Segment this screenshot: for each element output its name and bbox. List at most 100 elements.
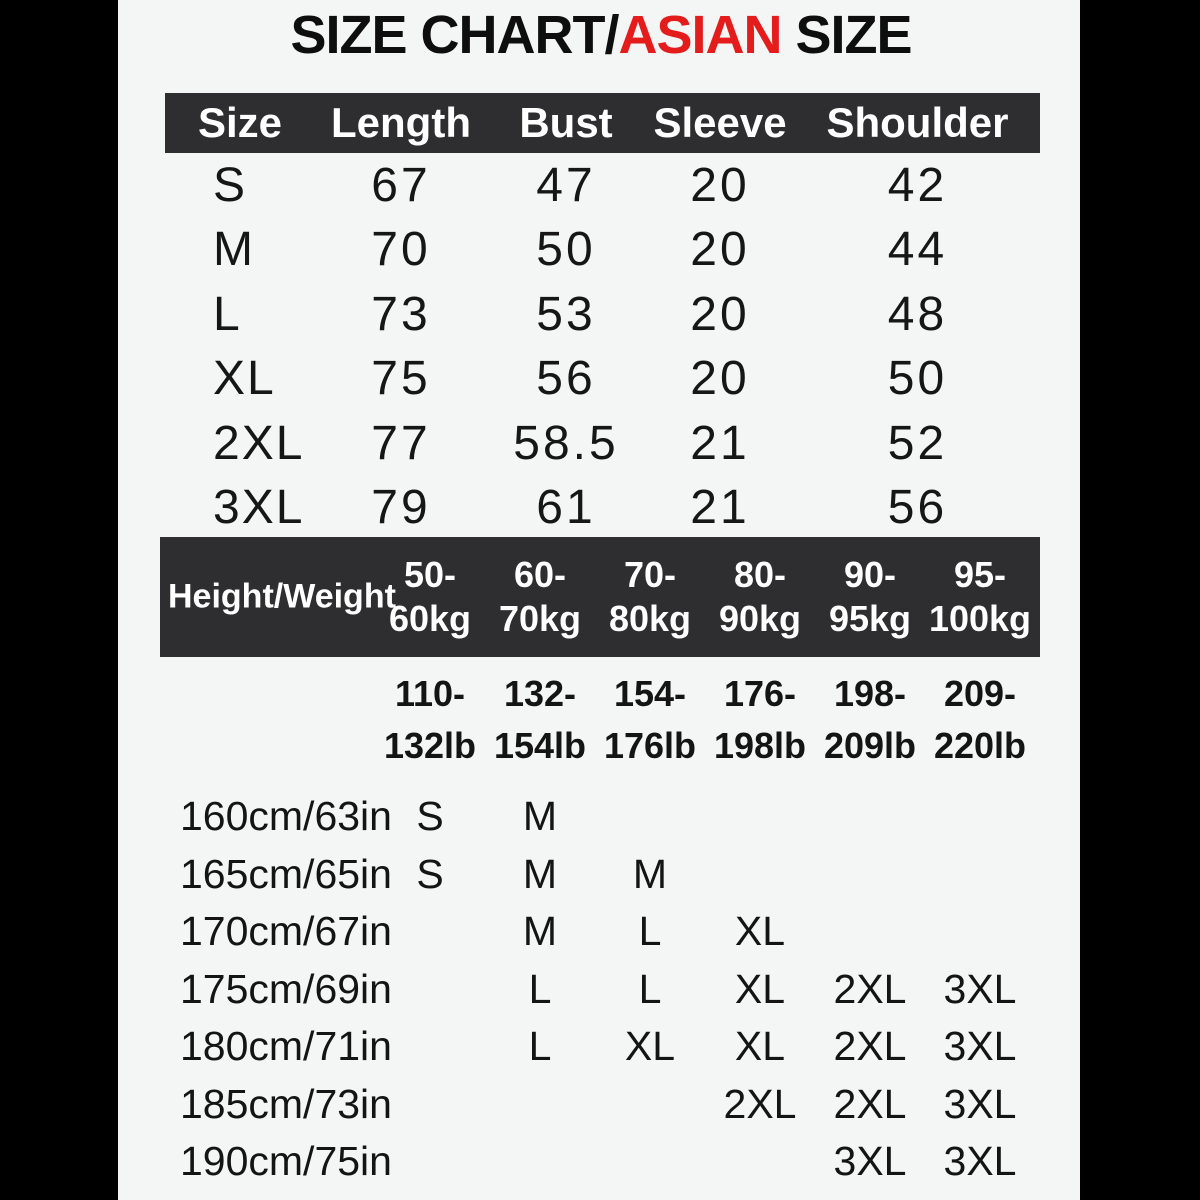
size-cell: M — [522, 850, 558, 897]
height-size-grid: 160cm/63in S M 165cm/65in S M M 170cm/67… — [122, 788, 1080, 1191]
lb-range-to: 198lb — [713, 725, 807, 766]
header-cell-bust: Bust — [519, 99, 613, 146]
kg-range-from: 50- — [403, 554, 457, 595]
lb-range-to: 220lb — [933, 725, 1027, 766]
cell-shoulder: 48 — [887, 287, 948, 341]
height-weight-bar: Height/Weight 50- 60kg 60- 70kg 70- 80kg… — [160, 537, 1040, 657]
kg-range-to: 80kg — [608, 598, 692, 639]
lb-range-to: 209lb — [823, 725, 917, 766]
kg-range-from: 70- — [623, 554, 677, 595]
cell-size: M — [213, 223, 255, 277]
title-accent: ASIAN — [618, 5, 782, 65]
cell-size: L — [213, 287, 242, 341]
size-cell: XL — [624, 1023, 676, 1070]
height-label: 175cm/69in — [180, 965, 392, 1012]
cell-shoulder: 42 — [887, 158, 948, 212]
cell-bust: 47 — [536, 158, 596, 212]
size-cell: 2XL — [833, 965, 907, 1012]
cell-shoulder: 56 — [887, 481, 948, 535]
lb-range-from: 209- — [943, 673, 1017, 714]
weight-lb-columns: 110- 132lb 132- 154lb 154- 176lb 176- 19… — [375, 668, 1035, 772]
size-cell: XL — [734, 908, 786, 955]
lb-range: 209- 220lb — [925, 668, 1035, 772]
size-cell: M — [522, 908, 558, 955]
lb-range: 198- 209lb — [815, 668, 925, 772]
kg-range-from: 60- — [513, 554, 567, 595]
kg-range-to: 90kg — [718, 598, 802, 639]
height-row-185: 185cm/73in 2XL 2XL 3XL — [122, 1076, 1080, 1134]
lb-range: 110- 132lb — [375, 668, 485, 772]
page-title: SIZE CHART/ASIAN SIZE — [122, 4, 1080, 66]
height-row-190: 190cm/75in 3XL 3XL — [122, 1133, 1080, 1191]
kg-range-to: 60kg — [388, 598, 472, 639]
size-table-body: S 67 47 20 42 M 70 50 20 44 L 73 53 20 4… — [165, 153, 1040, 540]
size-cell: 3XL — [943, 1138, 1017, 1185]
cell-shoulder: 52 — [887, 416, 948, 470]
size-cell: S — [416, 850, 444, 897]
size-cell: L — [638, 908, 662, 955]
weight-kg-columns: 50- 60kg 60- 70kg 70- 80kg 80- 90kg 90- … — [375, 537, 1035, 657]
cell-size: XL — [213, 352, 276, 406]
header-cell-shoulder: Shoulder — [826, 99, 1009, 146]
header-cell-length: Length — [331, 99, 471, 146]
kg-range-to: 100kg — [928, 598, 1032, 639]
header-cell-sleeve: Sleeve — [653, 99, 787, 146]
kg-range: 50- 60kg — [375, 553, 485, 641]
lb-range-from: 198- — [833, 673, 907, 714]
lb-range-from: 110- — [394, 673, 466, 714]
height-label: 185cm/73in — [180, 1080, 392, 1127]
left-letterbox — [0, 0, 118, 1200]
lb-range-to: 176lb — [603, 725, 697, 766]
table-row-3xl: 3XL 79 61 21 56 — [165, 476, 1040, 541]
lb-range-from: 176- — [723, 673, 797, 714]
cell-sleeve: 21 — [690, 416, 750, 470]
cell-size: 3XL — [213, 481, 305, 535]
height-row-160: 160cm/63in S M — [122, 788, 1080, 846]
cell-bust: 58.5 — [513, 416, 619, 470]
kg-range: 90- 95kg — [815, 553, 925, 641]
size-cell: 3XL — [943, 1023, 1017, 1070]
cell-sleeve: 20 — [690, 352, 750, 406]
height-label: 190cm/75in — [180, 1138, 392, 1185]
kg-range: 95- 100kg — [925, 553, 1035, 641]
size-table-header: Size Length Bust Sleeve Shoulder — [165, 93, 1040, 153]
kg-range-to: 95kg — [828, 598, 912, 639]
cell-sleeve: 20 — [690, 223, 750, 277]
cell-length: 77 — [371, 416, 431, 470]
size-cell: S — [416, 793, 444, 840]
cell-size: S — [213, 158, 248, 212]
lb-range: 132- 154lb — [485, 668, 595, 772]
size-cell: L — [528, 965, 552, 1012]
height-weight-label: Height/Weight — [168, 577, 396, 616]
kg-range: 60- 70kg — [485, 553, 595, 641]
cell-bust: 56 — [536, 352, 596, 406]
height-row-165: 165cm/65in S M M — [122, 846, 1080, 904]
cell-length: 73 — [371, 287, 431, 341]
size-cell: 3XL — [943, 965, 1017, 1012]
table-row-s: S 67 47 20 42 — [165, 153, 1040, 218]
height-label: 170cm/67in — [180, 908, 392, 955]
cell-bust: 50 — [536, 223, 596, 277]
size-cell: 2XL — [833, 1023, 907, 1070]
kg-range-from: 95- — [953, 554, 1007, 595]
lb-range: 154- 176lb — [595, 668, 705, 772]
header-cell-size: Size — [197, 99, 283, 146]
cell-length: 75 — [371, 352, 431, 406]
size-cell: M — [522, 793, 558, 840]
cell-shoulder: 44 — [887, 223, 948, 277]
lb-range: 176- 198lb — [705, 668, 815, 772]
cell-bust: 53 — [536, 287, 596, 341]
table-row-l: L 73 53 20 48 — [165, 282, 1040, 347]
lb-range-to: 154lb — [493, 725, 587, 766]
size-cell: 2XL — [833, 1080, 907, 1127]
size-cell: 2XL — [723, 1080, 797, 1127]
height-row-175: 175cm/69in L L XL 2XL 3XL — [122, 961, 1080, 1019]
cell-sleeve: 21 — [690, 481, 750, 535]
height-label: 165cm/65in — [180, 850, 392, 897]
size-cell: XL — [734, 1023, 786, 1070]
title-text-right: SIZE — [781, 5, 913, 65]
lb-range-to: 132lb — [383, 725, 477, 766]
kg-range-from: 90- — [843, 554, 897, 595]
height-label: 160cm/63in — [180, 793, 392, 840]
